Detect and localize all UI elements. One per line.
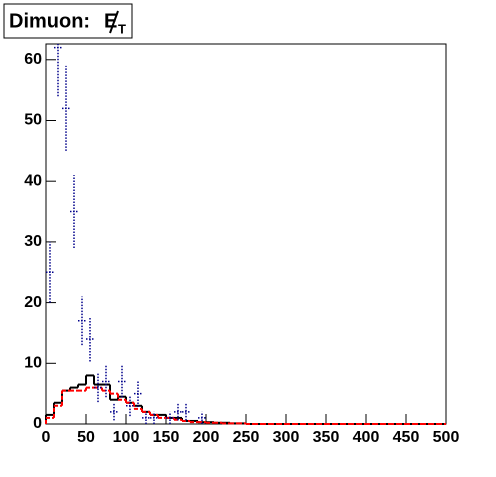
x-tick-label: 350 [313, 429, 340, 446]
y-tick-label: 50 [24, 112, 42, 129]
y-tick-label: 20 [24, 294, 42, 311]
y-tick-label: 40 [24, 172, 42, 189]
x-tick-label: 150 [153, 429, 180, 446]
chart-title: Dimuon: [9, 10, 90, 32]
y-tick-label: 30 [24, 233, 42, 250]
x-tick-label: 50 [77, 429, 95, 446]
y-tick-label: 60 [24, 51, 42, 68]
x-tick-label: 400 [353, 429, 380, 446]
x-tick-label: 300 [273, 429, 300, 446]
x-tick-label: 500 [433, 429, 460, 446]
title-symbol: E [104, 10, 117, 32]
x-tick-label: 250 [233, 429, 260, 446]
x-tick-label: 450 [393, 429, 420, 446]
title-subscript: T [118, 21, 126, 36]
y-tick-label: 0 [33, 415, 42, 432]
x-tick-label: 100 [113, 429, 140, 446]
x-tick-label: 200 [193, 429, 220, 446]
x-tick-label: 0 [42, 429, 51, 446]
title-slash [109, 10, 119, 34]
y-tick-label: 10 [24, 355, 42, 372]
